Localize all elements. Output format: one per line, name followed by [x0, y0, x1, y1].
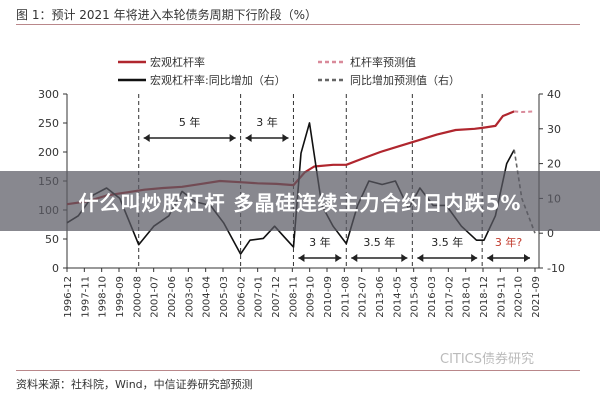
left-tick-label: 300: [38, 88, 59, 101]
x-tick-label: 2018-01: [462, 276, 473, 318]
legend-label: 同比增加预测值（右）: [350, 73, 460, 87]
duration-label: 3 年: [309, 235, 331, 249]
duration-label: 3.5 年: [431, 235, 463, 249]
left-tick-label: 0: [52, 262, 59, 275]
x-tick-label: 1999-09: [115, 276, 126, 318]
x-tick-label: 2007-12: [271, 276, 282, 318]
right-tick-label: 40: [547, 88, 561, 101]
duration-label: 3 年: [256, 115, 278, 129]
x-tick-label: 1998-10: [98, 276, 109, 318]
x-tick-label: 2017-02: [444, 276, 455, 318]
x-tick-label: 2021-09: [531, 276, 542, 318]
x-tick-label: 2006-02: [236, 276, 247, 318]
x-tick-label: 2004-04: [202, 276, 213, 318]
x-tick-label: 2014-05: [392, 276, 403, 318]
figure-title: 图 1：预计 2021 年将进入本轮债务周期下行阶段（%）: [16, 8, 318, 22]
x-tick-label: 2012-07: [358, 276, 369, 318]
left-tick-label: 250: [38, 117, 59, 130]
x-tick-label: 2015-04: [410, 276, 421, 318]
x-tick-label: 2018-12: [479, 276, 490, 318]
series-line-1: [514, 110, 536, 113]
duration-label: 3.5 年: [363, 235, 395, 249]
x-tick-label: 2000-08: [132, 276, 143, 318]
x-tick-label: 1997-11: [80, 276, 91, 318]
duration-label: 3 年?: [495, 235, 522, 249]
source-divider: [16, 370, 580, 371]
duration-label: 5 年: [179, 115, 201, 129]
x-tick-label: 2011-08: [340, 276, 351, 318]
source-note: 资料来源：社科院，Wind，中信证券研究部预测: [16, 378, 253, 391]
watermark: CITICS债券研究: [440, 352, 535, 367]
right-tick-label: -10: [547, 262, 565, 275]
x-tick-label: 2020-10: [514, 276, 525, 318]
left-tick-label: 50: [45, 233, 59, 246]
right-tick-label: 20: [547, 158, 561, 171]
title-divider: [16, 24, 580, 25]
left-tick-label: 200: [38, 146, 59, 159]
x-tick-label: 2008-11: [288, 276, 299, 318]
headline-text: 什么叫炒股杠杆 多晶硅连续主力合约日内跌5%: [78, 190, 522, 215]
legend-label: 宏观杠杆率: [150, 55, 205, 69]
x-tick-label: 2002-06: [167, 276, 178, 318]
x-tick-label: 2010-09: [323, 276, 334, 318]
x-tick-label: 1996-12: [63, 276, 74, 318]
x-tick-label: 2007-01: [254, 276, 265, 318]
x-tick-label: 2013-06: [375, 276, 386, 318]
arrowhead-icon: [351, 254, 408, 262]
right-tick-label: 30: [547, 123, 561, 136]
headline-banner: 什么叫炒股杠杆 多晶硅连续主力合约日内跌5%: [0, 171, 600, 231]
x-tick-label: 2009-10: [306, 276, 317, 318]
x-tick-label: 2001-07: [150, 276, 161, 318]
x-tick-label: 2005-03: [219, 276, 230, 318]
right-tick-label: 0: [547, 227, 554, 240]
legend-label: 宏观杠杆率:同比增加（右）: [150, 73, 286, 87]
arrowhead-icon: [417, 254, 478, 262]
legend-label: 杠杆率预测值: [350, 55, 416, 69]
x-tick-label: 2016-03: [427, 276, 438, 318]
x-tick-label: 2019-11: [496, 276, 507, 318]
x-tick-label: 2003-05: [184, 276, 195, 318]
